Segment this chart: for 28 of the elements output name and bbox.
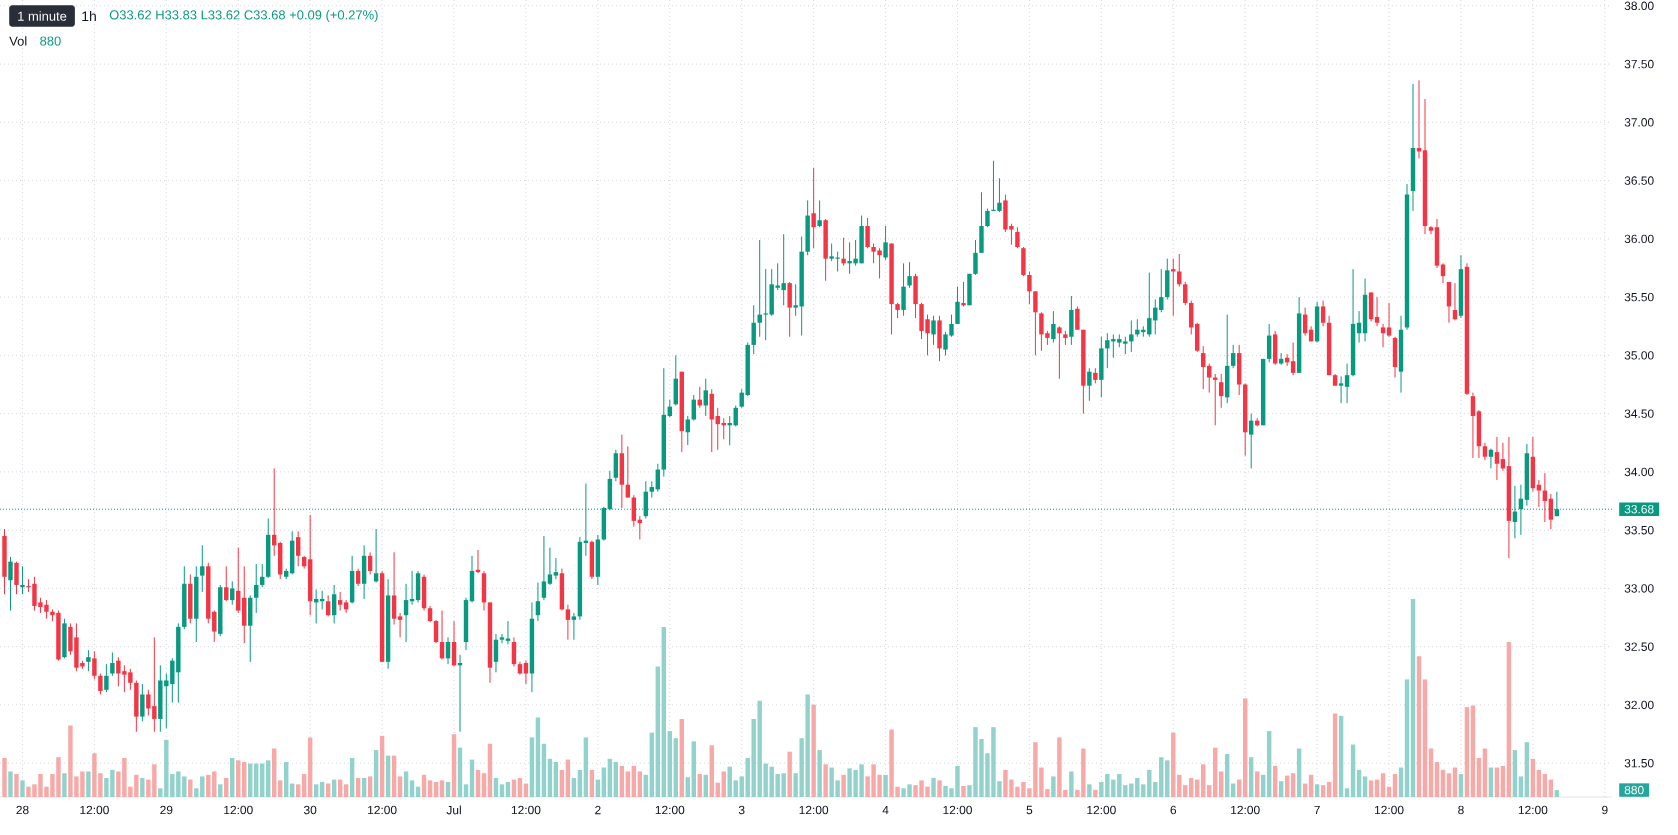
x-tick-label: 12:00 — [943, 805, 972, 815]
x-tick-label: 12:00 — [1087, 805, 1116, 815]
annotation: O33.62 H33.83 L33.62 C33.68 +0.09 (+0.27%) — [109, 9, 378, 23]
x-tick-label: 12:00 — [1374, 805, 1404, 815]
annotation: 1 minute — [18, 11, 67, 21]
x-tick-label: 6 — [1170, 805, 1177, 815]
x-tick-label: 3 — [738, 805, 745, 815]
x-tick-label: 12:00 — [1231, 805, 1260, 815]
x-tick-label: 2 — [595, 805, 601, 815]
x-tick-label: 29 — [160, 805, 173, 815]
x-tick-label: 5 — [1026, 805, 1033, 815]
x-tick-label: 30 — [303, 805, 317, 815]
text: 1h — [82, 10, 96, 22]
x-tick-label: 12:00 — [368, 805, 397, 815]
bar — [2, 758, 7, 797]
x-tick-label: 8 — [1458, 805, 1464, 815]
x-tick-label: 4 — [882, 805, 889, 815]
x-tick-label: 12:00 — [1518, 805, 1548, 815]
x-tick-label: 12:00 — [80, 805, 109, 815]
x-tick-label: 7 — [1314, 805, 1320, 815]
x-tick-label: 12:00 — [799, 805, 829, 815]
x-tick-label: 28 — [16, 805, 29, 815]
x-tick-label: Jul — [446, 805, 461, 815]
x-tick-label: 9 — [1602, 805, 1608, 815]
x-tick-label: 12:00 — [224, 805, 253, 815]
x-tick-label: 12:00 — [511, 805, 541, 815]
x-tick-label: 12:00 — [655, 805, 685, 815]
y-tick-label: 38.00 — [1624, 1, 1654, 11]
